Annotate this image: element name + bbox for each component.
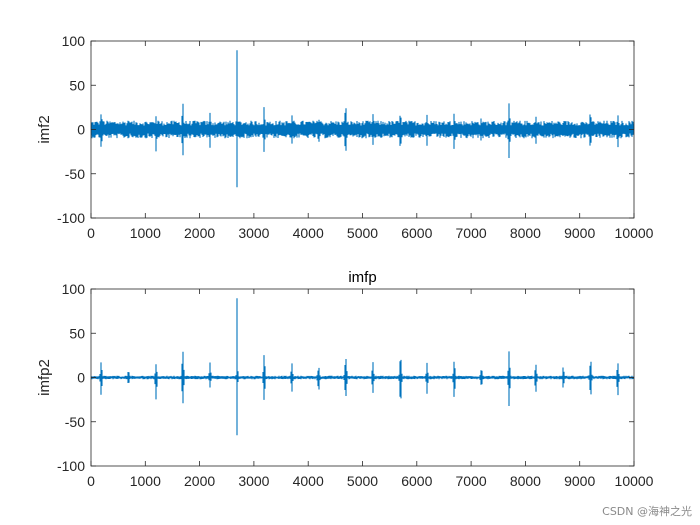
- x-tick-label: 6000: [401, 225, 432, 241]
- x-tick-label: 1000: [130, 473, 161, 489]
- subplot-title-2: imfp: [348, 269, 376, 286]
- y-tick-label: 0: [77, 370, 85, 386]
- x-tick-label: 3000: [238, 225, 269, 241]
- x-tick-label: 8000: [510, 473, 541, 489]
- y-axis-label-2: imfp2: [36, 359, 53, 396]
- x-tick-label: 5000: [347, 473, 378, 489]
- x-tick-label: 7000: [456, 473, 487, 489]
- y-tick-label: 100: [62, 33, 86, 49]
- y-tick-label: 50: [69, 77, 85, 93]
- y-tick-label: -50: [65, 414, 85, 430]
- watermark: CSDN @海神之光: [602, 505, 692, 518]
- y-tick-label: 50: [69, 325, 85, 341]
- y-tick-label: 100: [62, 281, 86, 297]
- x-tick-label: 1000: [130, 225, 161, 241]
- x-tick-label: 9000: [564, 473, 595, 489]
- y-tick-label: -100: [57, 458, 85, 474]
- subplot-1: 0 1000 2000 3000 4000 5000 6000 7000 8000 9000 100…: [36, 33, 654, 241]
- x-tick-label: 2000: [184, 473, 215, 489]
- y-tick-label: 0: [77, 122, 85, 138]
- x-tick-label: 10000: [615, 473, 654, 489]
- x-tick-label: 7000: [456, 225, 487, 241]
- x-tick-label: 4000: [293, 473, 324, 489]
- x-tick-label: 3000: [238, 473, 269, 489]
- x-tick-label: 0: [87, 473, 95, 489]
- y-axis-label-1: imf2: [36, 115, 53, 143]
- y-tick-label: -100: [57, 210, 85, 226]
- signal-line-2: [91, 298, 634, 436]
- x-tick-label: 9000: [564, 225, 595, 241]
- x-tick-label: 10000: [615, 225, 654, 241]
- x-tick-label: 8000: [510, 225, 541, 241]
- x-tick-label: 2000: [184, 225, 215, 241]
- signal-line-1: [91, 50, 634, 188]
- y-tick-label: -50: [65, 166, 85, 182]
- x-tick-label: 6000: [401, 473, 432, 489]
- subplot-2: 0 1000 2000 3000 4000 5000 6000 7000 8000 9000 100…: [36, 269, 654, 489]
- x-tick-label: 5000: [347, 225, 378, 241]
- x-tick-label: 4000: [293, 225, 324, 241]
- x-tick-label: 0: [87, 225, 95, 241]
